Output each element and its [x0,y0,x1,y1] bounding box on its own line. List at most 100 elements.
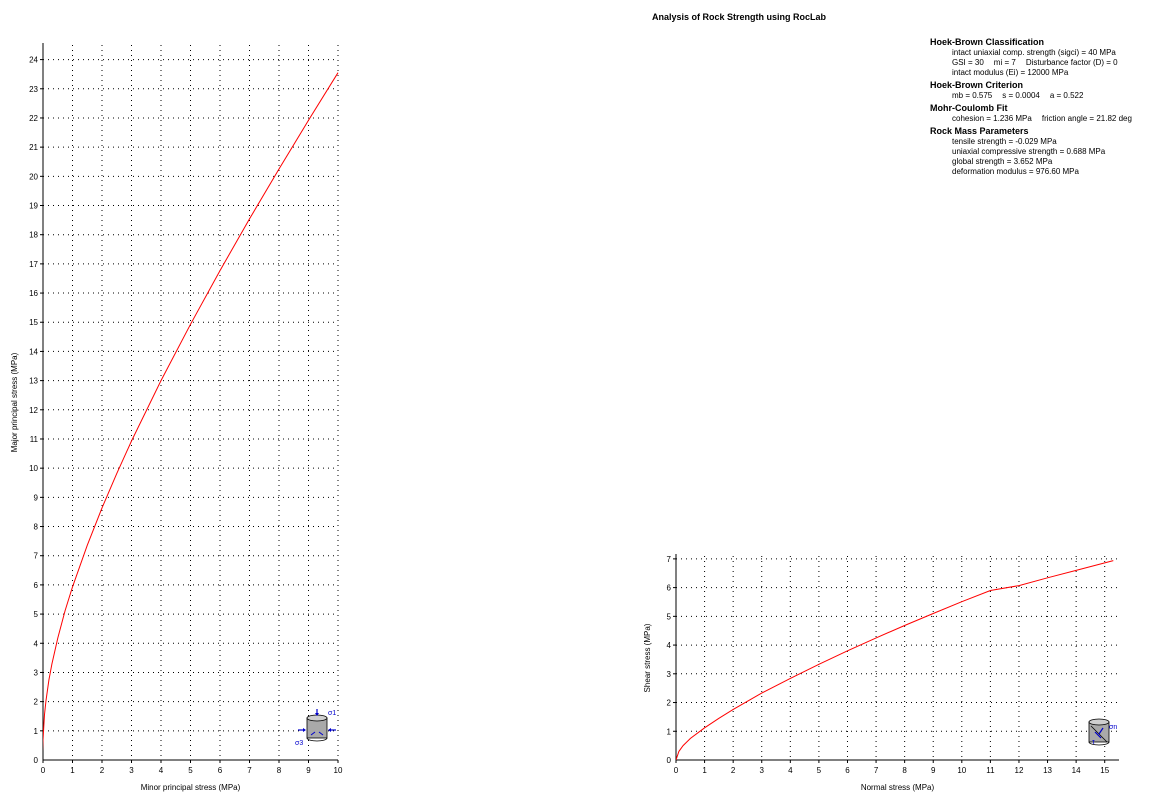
failure-envelope-line [43,72,339,752]
mb-value: mb = 0.575 [952,91,993,100]
y-tick-label: 14 [29,347,38,356]
disturbance-value: Disturbance factor (D) = 0 [1025,58,1118,67]
x-tick-label: 8 [277,766,282,775]
y-tick-label: 4 [667,641,672,650]
s-value: s = 0.0004 [1002,91,1040,100]
y-tick-label: 8 [34,523,39,532]
x-tick-label: 1 [70,766,75,775]
y-tick-label: 7 [34,552,39,561]
x-tick-label: 4 [788,766,793,775]
x-tick-label: 4 [159,766,164,775]
global-line: global strength = 3.652 MPa [952,157,1053,166]
inner-arrow [318,731,324,736]
sigma-n-arrow [1098,727,1104,735]
sigma-n-label: σn [1109,724,1117,731]
x-tick-label: 15 [1100,766,1109,775]
cohesion-value: cohesion = 1.236 MPa [952,114,1032,123]
x-axis-title: Minor principal stress (MPa) [141,783,241,792]
x-tick-label: 1 [702,766,707,775]
mc-fit-line: cohesion = 1.236 MPa friction angle = 21.… [930,114,1132,124]
x-tick-label: 10 [957,766,966,775]
x-tick-label: 0 [41,766,46,775]
gsi-value: GSI = 30 [952,58,984,67]
mi-value: mi = 7 [993,58,1016,67]
cylinder-top [1088,718,1110,726]
x-tick-label: 12 [1015,766,1024,775]
y-tick-label: 11 [30,435,39,444]
tau-arrow [1094,731,1102,739]
y-tick-label: 13 [29,377,38,386]
y-tick-label: 23 [29,85,38,94]
y-tick-label: 22 [29,114,38,123]
x-tick-label: 0 [674,766,679,775]
y-tick-label: 3 [34,668,39,677]
sigma3-arrow-left-head [303,728,306,732]
sigma1-label: σ1 [328,710,336,717]
cylinder-bottom [1088,741,1110,746]
sigma3-label: σ3 [295,740,303,747]
y-axis-title: Shear stress (MPa) [643,623,652,692]
sigma3-arrow-right-head [328,728,331,732]
shear-cylinder-icon: σn τ [1088,718,1117,746]
ei-line: intact modulus (Ei) = 12000 MPa [952,68,1069,77]
x-tick-label: 5 [188,766,193,775]
y-tick-label: 1 [667,727,672,736]
y-tick-label: 20 [29,172,38,181]
rock-mass-title: Rock Mass Parameters [930,126,1029,136]
y-tick-label: 10 [29,464,38,473]
x-tick-label: 2 [100,766,105,775]
x-tick-label: 6 [218,766,223,775]
x-tick-label: 14 [1072,766,1081,775]
x-tick-label: 6 [845,766,850,775]
hb-criterion-title: Hoek-Brown Criterion [930,80,1024,90]
y-axis-title: Major principal stress (MPa) [10,352,19,452]
x-tick-label: 11 [986,766,995,775]
gsi-mi-line: GSI = 30 mi = 7 Disturbance factor (D) = 0 [930,58,1132,68]
y-tick-label: 7 [667,555,672,564]
y-tick-label: 0 [34,756,39,765]
a-value: a = 0.522 [1049,91,1084,100]
deformation-line: deformation modulus = 976.60 MPa [952,167,1079,176]
y-tick-label: 3 [667,670,672,679]
hb-classification-title: Hoek-Brown Classification [930,37,1045,47]
y-tick-label: 6 [667,584,672,593]
ucs-line: uniaxial compressive strength = 0.688 MP… [952,147,1106,156]
x-tick-label: 9 [931,766,936,775]
x-tick-label: 2 [731,766,736,775]
shear-plane [1090,725,1108,743]
y-tick-label: 0 [667,756,672,765]
friction-value: friction angle = 21.82 deg [1041,114,1132,123]
info-panel: Hoek-Brown Classification intact uniaxia… [930,37,1132,177]
x-tick-label: 8 [902,766,907,775]
cylinder-bottom [306,737,328,742]
sigma1-arrow-head [315,713,319,716]
y-tick-label: 18 [29,231,38,240]
triaxial-cylinder-icon: σ1 σ3 [295,709,336,747]
sigci-line: intact uniaxial comp. strength (sigci) =… [952,48,1116,57]
y-tick-label: 4 [34,639,39,648]
y-tick-label: 21 [29,143,38,152]
y-tick-label: 2 [667,699,672,708]
y-tick-label: 9 [34,493,39,502]
x-tick-label: 7 [247,766,252,775]
page-title: Analysis of Rock Strength using RocLab [652,12,827,22]
x-axis-title: Normal stress (MPa) [861,783,935,792]
y-tick-label: 6 [34,581,39,590]
y-tick-label: 17 [29,260,38,269]
x-tick-label: 3 [760,766,765,775]
x-tick-label: 9 [306,766,311,775]
x-tick-label: 7 [874,766,879,775]
y-tick-label: 5 [34,610,39,619]
x-tick-label: 13 [1043,766,1052,775]
failure-envelope-line [676,560,1114,760]
y-tick-label: 12 [29,406,38,415]
y-tick-label: 19 [29,202,38,211]
mc-fit-title: Mohr-Coulomb Fit [930,103,1008,113]
y-tick-label: 1 [34,727,39,736]
y-tick-label: 5 [667,612,672,621]
x-tick-label: 3 [129,766,134,775]
y-tick-label: 2 [34,698,39,707]
y-tick-label: 15 [29,318,38,327]
